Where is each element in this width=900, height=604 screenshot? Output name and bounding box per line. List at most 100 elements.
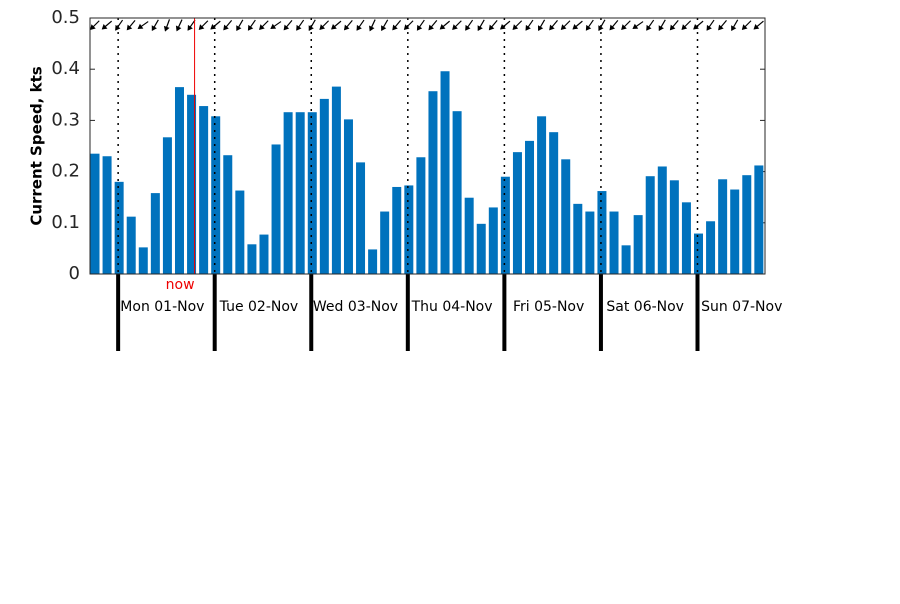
bar	[235, 190, 245, 274]
bar	[259, 234, 269, 274]
bar	[368, 249, 378, 274]
direction-arrow	[706, 19, 715, 31]
direction-arrow	[753, 20, 764, 30]
arrow-part	[236, 25, 242, 32]
y-tick-label: 0.1	[51, 212, 80, 233]
arrow-part	[452, 24, 458, 30]
day-label: Fri 05-Nov	[513, 299, 584, 315]
bar	[669, 180, 679, 274]
arrow-part	[151, 25, 157, 32]
arrow-part	[706, 24, 712, 31]
arrow-part	[403, 24, 410, 30]
bar	[633, 215, 643, 274]
bar	[657, 166, 667, 274]
bar	[742, 175, 752, 274]
bar	[525, 140, 535, 274]
arrow-part	[428, 24, 434, 31]
arrow-part	[621, 24, 627, 30]
bar	[597, 191, 607, 274]
bar	[464, 197, 474, 274]
direction-arrow	[621, 20, 631, 30]
day-label: Sun 07-Nov	[701, 299, 782, 315]
bar	[295, 112, 305, 274]
bar	[754, 165, 764, 274]
bar	[440, 71, 450, 274]
direction-arrow	[403, 20, 414, 30]
direction-arrow	[392, 20, 402, 31]
bar	[416, 157, 426, 274]
direction-arrow	[137, 21, 149, 30]
direction-arrow	[658, 19, 666, 32]
axes-box	[89, 17, 766, 275]
y-tick-label: 0.2	[51, 161, 80, 182]
bar	[356, 162, 366, 274]
day-label: Wed 03-Nov	[313, 299, 398, 315]
direction-arrow	[187, 19, 196, 31]
arrow-part	[90, 24, 96, 30]
arrow-part	[356, 24, 362, 31]
direction-arrow	[731, 19, 739, 32]
bar	[404, 185, 414, 274]
arrow-part	[115, 24, 121, 31]
arrow-part	[465, 24, 471, 31]
direction-arrow	[669, 20, 679, 31]
direction-arrow	[465, 19, 474, 31]
direction-arrow	[126, 20, 136, 31]
direction-arrow	[512, 20, 523, 30]
bar	[488, 207, 498, 274]
direction-arrow	[101, 20, 113, 30]
direction-arrow	[381, 19, 389, 32]
day-label: Tue 02-Nov	[219, 299, 299, 315]
direction-arrow	[525, 19, 534, 31]
direction-arrow	[681, 20, 692, 30]
direction-arrow	[308, 19, 316, 32]
direction-arrow	[223, 20, 233, 31]
arrow-part	[308, 25, 314, 32]
direction-arrow	[488, 20, 498, 31]
bar	[187, 94, 197, 274]
arrow-part	[296, 24, 302, 31]
arrow-part	[187, 24, 193, 31]
direction-arrow	[741, 20, 752, 30]
direction-arrow	[609, 20, 619, 31]
now-label: now	[166, 277, 195, 293]
direction-arrow	[343, 20, 353, 31]
direction-arrow	[549, 20, 558, 31]
arrow-part	[693, 23, 699, 30]
bar	[126, 216, 136, 274]
arrow-part	[549, 24, 555, 31]
arrow-part	[247, 24, 254, 31]
direction-arrow	[90, 20, 100, 30]
arrow-part	[175, 25, 182, 32]
arrow-part	[598, 25, 604, 32]
bar	[380, 211, 390, 274]
bar	[694, 233, 703, 274]
direction-arrow	[175, 19, 183, 32]
bar	[271, 144, 281, 274]
arrow-part	[731, 25, 737, 32]
arrow-part	[223, 24, 229, 31]
y-tick-label: 0.3	[51, 109, 80, 130]
direction-arrow	[369, 19, 376, 32]
arrow-part	[560, 24, 567, 30]
bar	[223, 155, 233, 274]
bar	[585, 211, 595, 274]
bar	[452, 111, 462, 275]
bar	[561, 159, 571, 274]
bar	[138, 247, 148, 274]
bar	[500, 176, 510, 274]
direction-arrow	[163, 19, 171, 32]
direction-arrow	[296, 19, 305, 31]
arrow-part	[343, 24, 350, 31]
direction-arrow	[210, 20, 221, 30]
bar	[621, 245, 631, 274]
direction-arrow	[477, 19, 485, 32]
bar	[90, 153, 100, 274]
bar	[283, 112, 293, 274]
direction-arrow	[598, 19, 606, 32]
bar	[392, 186, 402, 274]
direction-arrow	[198, 20, 209, 30]
bar	[573, 203, 583, 274]
bar	[730, 189, 740, 274]
